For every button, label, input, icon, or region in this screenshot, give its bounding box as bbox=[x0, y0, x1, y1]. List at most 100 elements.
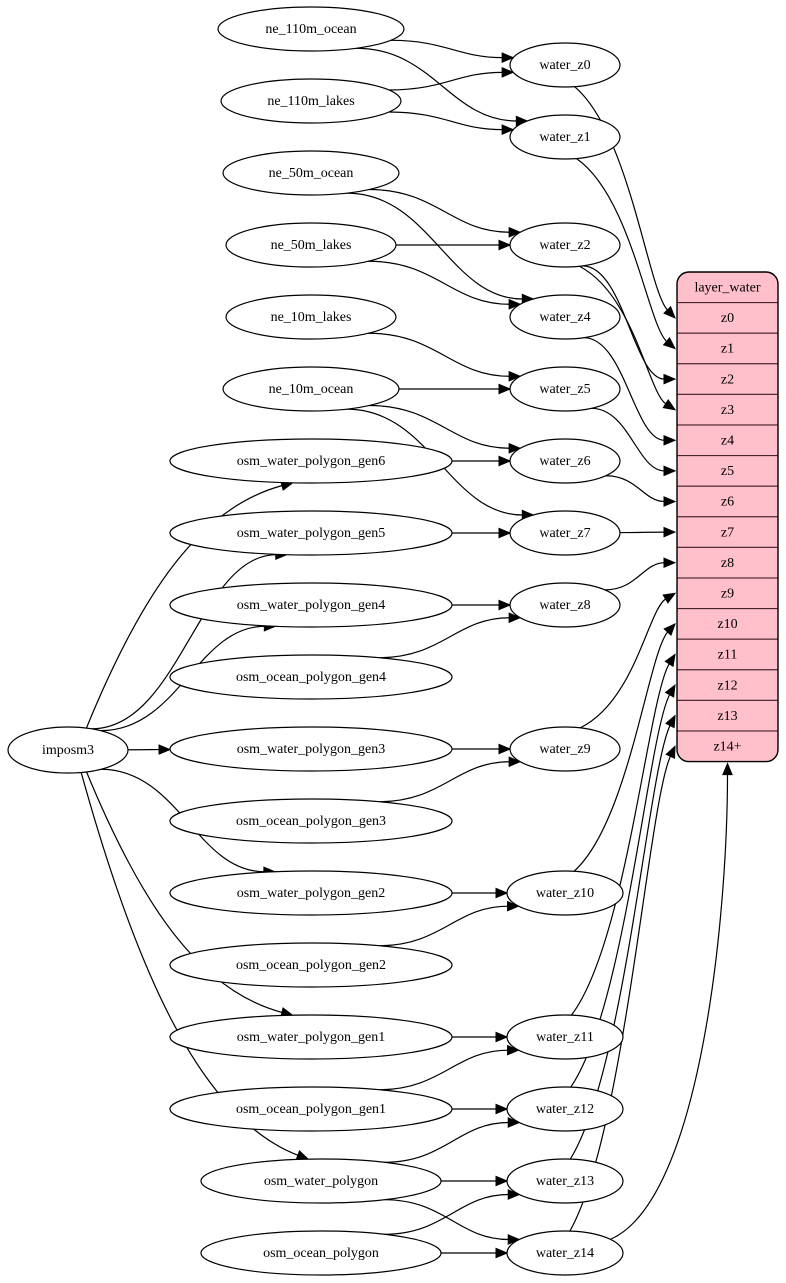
edge-arrowhead bbox=[663, 557, 677, 569]
node-water_z9[interactable]: water_z9 bbox=[509, 726, 621, 772]
layer-table-row-label: z0 bbox=[721, 311, 734, 326]
layer-table-row-label: z12 bbox=[717, 678, 737, 693]
edge-imposm3-to-osm_water_polygon_gen1 bbox=[85, 771, 283, 1014]
node-water_z4[interactable]: water_z4 bbox=[509, 294, 621, 340]
node-ne_50m_ocean[interactable]: ne_50m_ocean bbox=[222, 150, 400, 196]
node-shape-water bbox=[509, 510, 621, 556]
edge-ne_110m_ocean-to-water_z0 bbox=[390, 39, 503, 59]
edge-arrowhead bbox=[663, 496, 677, 507]
edge-arrowhead bbox=[663, 373, 677, 385]
node-water_z5[interactable]: water_z5 bbox=[509, 366, 621, 412]
node-shape-water bbox=[506, 1230, 624, 1276]
node-osm_ocean_polygon_gen2[interactable]: osm_ocean_polygon_gen2 bbox=[169, 942, 453, 988]
layer-table-row-label: z1 bbox=[721, 342, 734, 357]
node-osm_water_polygon_gen6[interactable]: osm_water_polygon_gen6 bbox=[169, 438, 453, 484]
node-shape-source bbox=[220, 78, 402, 124]
edge-ne_110m_lakes-to-water_z0 bbox=[388, 71, 503, 91]
node-shape-source bbox=[169, 1014, 453, 1060]
edge-imposm3-to-osm_water_polygon_gen6 bbox=[85, 484, 283, 729]
node-water_z13[interactable]: water_z13 bbox=[506, 1158, 624, 1204]
node-osm_ocean_polygon_gen1[interactable]: osm_ocean_polygon_gen1 bbox=[169, 1086, 453, 1132]
node-label: osm_water_polygon_gen3 bbox=[237, 742, 386, 757]
edge-water_z5-to-layer_water-z5 bbox=[591, 407, 665, 472]
edge-arrowhead bbox=[663, 622, 676, 637]
node-shape-source bbox=[169, 510, 453, 556]
node-ne_10m_lakes[interactable]: ne_10m_lakes bbox=[225, 294, 397, 340]
layer-table-row-z8[interactable] bbox=[677, 546, 778, 579]
edge-water_z9-to-layer_water-z9 bbox=[579, 598, 667, 729]
node-ne_50m_lakes[interactable]: ne_50m_lakes bbox=[225, 222, 397, 268]
node-osm_water_polygon[interactable]: osm_water_polygon bbox=[200, 1158, 442, 1204]
node-water_z1[interactable]: water_z1 bbox=[509, 114, 621, 160]
layer-table-row-z5[interactable] bbox=[677, 455, 778, 487]
layer-table-row-z3[interactable] bbox=[677, 393, 778, 426]
edge-ne_110m_lakes-to-water_z1 bbox=[388, 111, 503, 131]
node-water_z11[interactable]: water_z11 bbox=[506, 1014, 624, 1060]
node-osm_water_polygon_gen2[interactable]: osm_water_polygon_gen2 bbox=[169, 870, 453, 916]
node-shape-water bbox=[509, 438, 621, 484]
node-label: water_z8 bbox=[539, 598, 590, 613]
node-shape-water bbox=[509, 366, 621, 412]
layer-table-row-z13[interactable] bbox=[677, 699, 778, 732]
node-water_z14[interactable]: water_z14 bbox=[506, 1230, 624, 1276]
layer-water-table[interactable]: layer_water z0 z1 z2 z3 z4 z5 z6 z7 z8 z9 z10 z11 z12… bbox=[676, 271, 779, 763]
edge-arrowhead bbox=[507, 1117, 521, 1128]
node-water_z6[interactable]: water_z6 bbox=[509, 438, 621, 484]
edge-arrowhead bbox=[498, 527, 512, 539]
node-label: water_z13 bbox=[536, 1174, 594, 1189]
node-ne_110m_ocean[interactable]: ne_110m_ocean bbox=[217, 6, 405, 52]
edge-arrowhead bbox=[722, 762, 733, 776]
edge-arrowhead bbox=[508, 442, 522, 454]
node-ne_10m_ocean[interactable]: ne_10m_ocean bbox=[222, 366, 400, 412]
layer-table-row-label: z9 bbox=[721, 587, 734, 602]
node-osm_water_polygon_gen1[interactable]: osm_water_polygon_gen1 bbox=[169, 1014, 453, 1060]
edge-arrowhead bbox=[507, 1189, 521, 1200]
node-label: ne_110m_ocean bbox=[265, 22, 356, 37]
node-ne_110m_lakes[interactable]: ne_110m_lakes bbox=[220, 78, 402, 124]
node-osm_ocean_polygon_gen3[interactable]: osm_ocean_polygon_gen3 bbox=[169, 798, 453, 844]
edge-ne_110m_ocean-to-water_z1 bbox=[356, 47, 517, 122]
node-water_z0[interactable]: water_z0 bbox=[509, 42, 621, 88]
edge-arrowhead bbox=[501, 52, 515, 64]
node-label: osm_ocean_polygon bbox=[263, 1246, 379, 1261]
layer-table-row-z12[interactable] bbox=[677, 669, 778, 701]
layer-table-row-z10[interactable] bbox=[677, 608, 778, 640]
edge-arrowhead bbox=[501, 124, 515, 136]
layer-table-row-z1[interactable] bbox=[677, 332, 778, 365]
layer-table-row-z4[interactable] bbox=[677, 424, 778, 457]
node-water_z12[interactable]: water_z12 bbox=[506, 1086, 624, 1132]
edge-arrowhead bbox=[665, 745, 676, 759]
node-label: water_z12 bbox=[536, 1102, 594, 1117]
node-water_z10[interactable]: water_z10 bbox=[506, 870, 624, 916]
node-osm_water_polygon_gen4[interactable]: osm_water_polygon_gen4 bbox=[169, 582, 453, 628]
node-osm_water_polygon_gen5[interactable]: osm_water_polygon_gen5 bbox=[169, 510, 453, 556]
edge-water_z4-to-layer_water-z4 bbox=[583, 337, 665, 441]
edge-arrowhead bbox=[508, 370, 522, 382]
node-imposm3[interactable]: imposm3 bbox=[7, 726, 129, 774]
layer-table-row-label: z8 bbox=[721, 556, 734, 571]
node-water_z8[interactable]: water_z8 bbox=[509, 582, 621, 628]
edge-ne_50m_ocean-to-water_z2 bbox=[369, 188, 510, 233]
node-osm_ocean_polygon[interactable]: osm_ocean_polygon bbox=[200, 1230, 442, 1276]
node-shape-source bbox=[169, 654, 453, 700]
node-label: ne_50m_ocean bbox=[269, 166, 354, 181]
node-label: osm_water_polygon_gen4 bbox=[237, 598, 386, 613]
node-water_z2[interactable]: water_z2 bbox=[509, 222, 621, 268]
edge-arrowhead bbox=[507, 1044, 520, 1056]
node-label: ne_110m_lakes bbox=[267, 94, 354, 109]
node-shape-water bbox=[509, 726, 621, 772]
edge-osm_ocean_polygon_gen1-to-water_z11 bbox=[378, 1049, 509, 1091]
edge-arrowhead bbox=[664, 653, 676, 668]
node-water_z7[interactable]: water_z7 bbox=[509, 510, 621, 556]
node-label: osm_water_polygon_gen1 bbox=[237, 1030, 386, 1045]
layer-table-row-label: z13 bbox=[717, 709, 737, 724]
node-osm_ocean_polygon_gen4[interactable]: osm_ocean_polygon_gen4 bbox=[169, 654, 453, 700]
layer-table-row-z9[interactable] bbox=[677, 577, 778, 610]
layer-table-row-label: z2 bbox=[721, 372, 734, 387]
node-osm_water_polygon_gen3[interactable]: osm_water_polygon_gen3 bbox=[169, 726, 453, 772]
edge-arrowhead bbox=[495, 1031, 509, 1043]
edge-water_z1-to-layer_water-z1 bbox=[576, 158, 668, 343]
node-label: ne_50m_lakes bbox=[271, 238, 352, 253]
edge-osm_ocean_polygon_gen4-to-water_z8 bbox=[378, 617, 510, 659]
